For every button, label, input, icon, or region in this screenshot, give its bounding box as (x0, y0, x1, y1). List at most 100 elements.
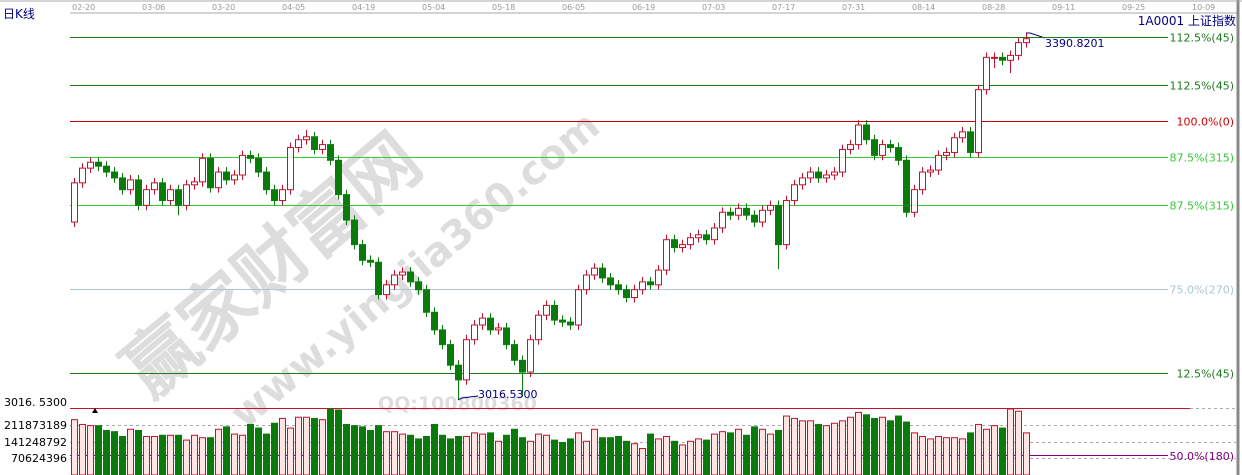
volume-bar (615, 435, 622, 475)
candle (639, 276, 646, 295)
date-tick: 03-06 (142, 3, 165, 12)
volume-bar (415, 438, 422, 475)
volume-bar (567, 438, 574, 475)
candle-body (103, 165, 110, 173)
volume-bar (519, 437, 526, 475)
candle-body (423, 289, 430, 313)
candle-body (279, 189, 286, 201)
candle (543, 300, 550, 321)
volume-bar (359, 426, 366, 475)
candle-body (151, 182, 158, 191)
candle (967, 126, 974, 158)
volume-bar (863, 414, 870, 475)
candle-body (255, 157, 262, 173)
candle (975, 84, 982, 158)
candle-body (847, 144, 854, 151)
volume-bar (383, 431, 390, 475)
candle (919, 167, 926, 195)
volume-bar (591, 428, 598, 475)
candle-body (551, 304, 558, 321)
candle-body (287, 147, 294, 191)
volume-bar (215, 428, 222, 475)
candle (679, 239, 686, 253)
candle-body (879, 144, 886, 156)
candle (287, 142, 294, 195)
candle-body (183, 184, 190, 206)
volume-bar (95, 425, 102, 475)
candle-body (919, 171, 926, 191)
candle (911, 184, 918, 218)
low-pointer-line (457, 395, 479, 401)
candle (519, 355, 526, 397)
candle-body (999, 56, 1006, 61)
candle (623, 284, 630, 303)
volume-bar (903, 421, 910, 475)
candle (735, 203, 742, 221)
volume-bar (815, 423, 822, 475)
candle (95, 157, 102, 172)
candle-body (807, 171, 814, 179)
candle (359, 239, 366, 266)
volume-bar (991, 425, 998, 475)
volume-bar (175, 434, 182, 475)
candle-body (543, 304, 550, 316)
candle (239, 150, 246, 180)
candle (503, 323, 510, 350)
candle (647, 276, 654, 290)
volume-bar (855, 411, 862, 475)
volume-bar (239, 434, 246, 475)
candle-body (927, 169, 934, 173)
volume-bar (135, 429, 142, 475)
volume-bar (279, 417, 286, 475)
volume-bar (111, 431, 118, 475)
candle (279, 184, 286, 206)
candle (1023, 33, 1030, 48)
candle-body (863, 124, 870, 141)
volume-bar (711, 433, 718, 475)
candle (223, 167, 230, 185)
candle (943, 147, 950, 161)
candle-body (439, 329, 446, 346)
watermark-qq: QQ:100800360 (378, 393, 537, 415)
low-price-axis-label: 3016. 5300 (4, 396, 67, 409)
candle-body (911, 189, 918, 213)
candle-body (239, 154, 246, 176)
volume-bar (159, 434, 166, 475)
volume-axis-label: 141248792 (4, 436, 67, 449)
fib-level-label: 87.5%(315) (1169, 200, 1234, 213)
candle (455, 360, 462, 400)
candle (407, 267, 414, 287)
candle-body (991, 56, 998, 59)
candle (863, 120, 870, 145)
candle (575, 284, 582, 330)
date-tick: 05-18 (492, 3, 515, 12)
candle-body (967, 131, 974, 153)
candle-body (223, 171, 230, 181)
volume-bar (799, 420, 806, 475)
candle (711, 223, 718, 245)
candle (79, 163, 86, 188)
volume-bar (1015, 410, 1022, 475)
volume-bar (191, 434, 198, 475)
candle (663, 234, 670, 275)
candle-body (199, 157, 206, 183)
volume-bar (407, 434, 414, 475)
candle-body (943, 151, 950, 156)
candle (719, 207, 726, 233)
candle (303, 129, 310, 145)
low-price-label: 3016.5300 (478, 388, 538, 401)
volume-bar (935, 435, 942, 475)
candle (799, 173, 806, 190)
date-tick: 07-31 (842, 3, 865, 12)
volume-bar (895, 415, 902, 475)
candle-body (519, 359, 526, 373)
fib-level-label: 87.5%(315) (1169, 152, 1234, 165)
volume-bar (151, 435, 158, 475)
volume-bar (831, 422, 838, 475)
candle-body (247, 154, 254, 159)
volume-bar (839, 420, 846, 475)
candle-body (231, 174, 238, 181)
candle (151, 177, 158, 195)
volume-bar (423, 435, 430, 475)
